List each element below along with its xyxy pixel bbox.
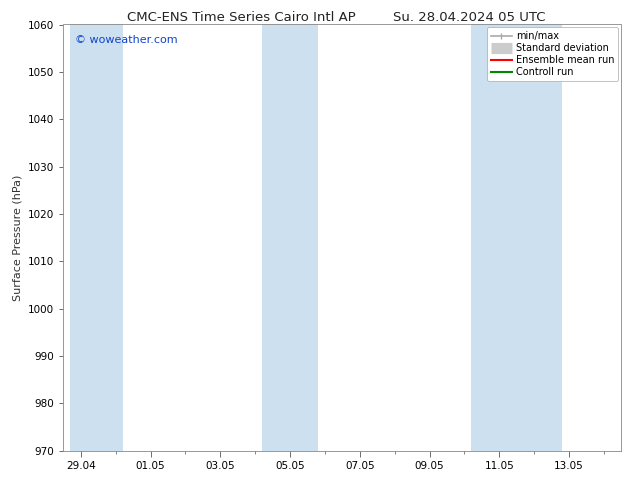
Bar <box>471 24 562 451</box>
Y-axis label: Surface Pressure (hPa): Surface Pressure (hPa) <box>13 174 23 301</box>
Bar <box>262 24 318 451</box>
Text: Su. 28.04.2024 05 UTC: Su. 28.04.2024 05 UTC <box>393 11 545 24</box>
Bar <box>70 24 123 451</box>
Legend: min/max, Standard deviation, Ensemble mean run, Controll run: min/max, Standard deviation, Ensemble me… <box>487 27 618 81</box>
Text: © woweather.com: © woweather.com <box>75 35 177 45</box>
Text: CMC-ENS Time Series Cairo Intl AP: CMC-ENS Time Series Cairo Intl AP <box>127 11 355 24</box>
